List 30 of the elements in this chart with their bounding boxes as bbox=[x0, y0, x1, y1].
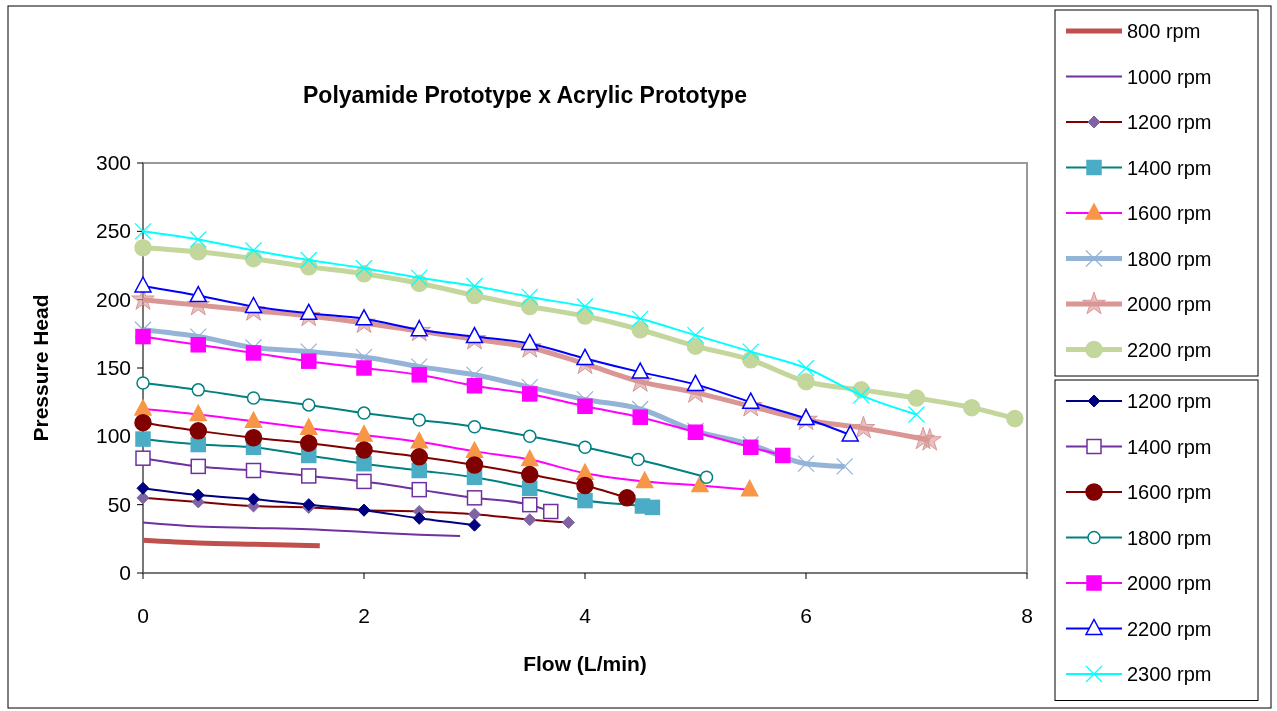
legend-label: 2200 rpm bbox=[1127, 617, 1212, 640]
legend-label: 1200 rpm bbox=[1127, 111, 1212, 133]
legend-label: 1800 rpm bbox=[1127, 526, 1212, 549]
y-tick-label: 250 bbox=[95, 219, 131, 243]
legend-label: 1600 rpm bbox=[1127, 202, 1212, 224]
y-tick-label: 200 bbox=[95, 287, 131, 311]
x-tick-label: 8 bbox=[1021, 604, 1033, 627]
x-tick-label: 2 bbox=[358, 604, 370, 627]
legend-label: 1200 rpm bbox=[1127, 390, 1212, 412]
legend-label: 1600 rpm bbox=[1127, 481, 1212, 503]
legend-label: 2200 rpm bbox=[1127, 338, 1212, 361]
legend-label: 2000 rpm bbox=[1127, 572, 1212, 594]
x-tick-label: 4 bbox=[579, 604, 592, 627]
legend-label: 1000 rpm bbox=[1127, 65, 1212, 88]
y-tick-label: 50 bbox=[107, 492, 131, 516]
legend-label: 2000 rpm bbox=[1127, 293, 1212, 315]
legend-label: 800 rpm bbox=[1127, 20, 1201, 42]
x-tick-label: 6 bbox=[800, 604, 812, 627]
y-tick-label: 300 bbox=[95, 151, 131, 174]
y-axis-title: Pressure Head bbox=[29, 294, 52, 442]
legend-label: 1400 rpm bbox=[1127, 156, 1212, 179]
y-tick-label: 0 bbox=[119, 561, 131, 584]
y-tick-label: 100 bbox=[95, 424, 131, 448]
y-tick-label: 150 bbox=[95, 356, 131, 379]
legend-label: 2300 rpm bbox=[1127, 663, 1212, 685]
x-tick-label: 0 bbox=[137, 604, 149, 627]
legend-label: 1400 rpm bbox=[1127, 435, 1212, 458]
chart-title: Polyamide Prototype x Acrylic Prototype bbox=[303, 82, 747, 108]
legend-label: 1800 rpm bbox=[1127, 247, 1212, 270]
x-axis-title: Flow (L/min) bbox=[523, 652, 647, 675]
